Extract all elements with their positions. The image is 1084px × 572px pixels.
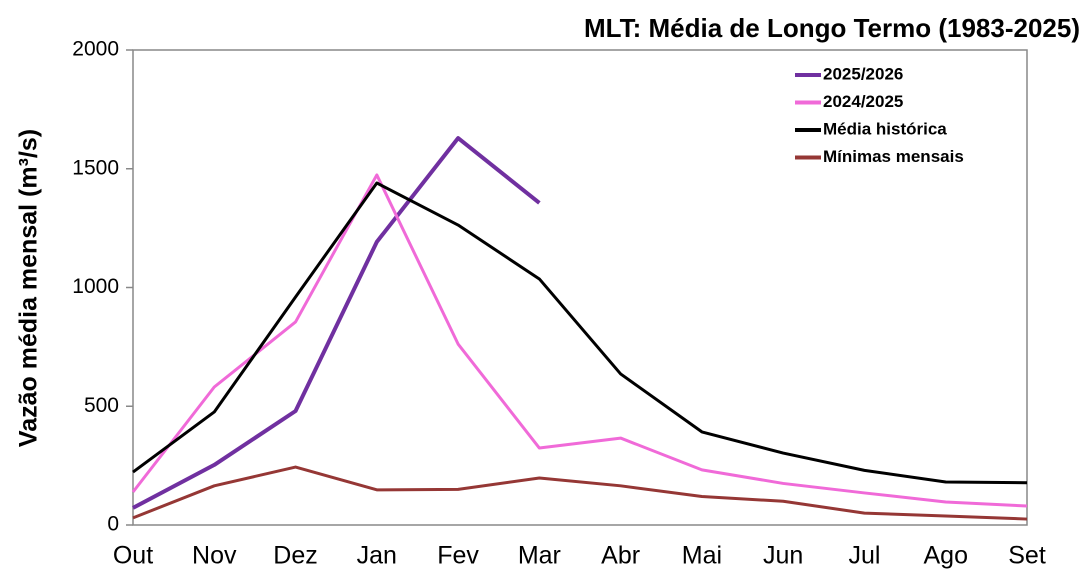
y-tick-label: 2000	[72, 38, 119, 61]
series-line	[132, 181, 1028, 485]
legend-label: Média histórica	[823, 119, 947, 138]
y-tick-label: 0	[107, 513, 119, 536]
chart-title: MLT: Média de Longo Termo (1983-2025)	[584, 13, 1080, 43]
legend-label: 2025/2026	[823, 64, 903, 83]
y-tick-label: 500	[84, 394, 119, 417]
x-tick-label: Jan	[357, 542, 397, 570]
y-tick-label: 1000	[72, 275, 119, 298]
series-line	[131, 173, 1028, 508]
y-tick-label: 1500	[72, 156, 119, 179]
x-tick-label: Nov	[192, 542, 237, 570]
x-tick-label: Mai	[682, 542, 722, 570]
x-tick-label: Abr	[601, 542, 640, 570]
x-tick-label: Mar	[518, 542, 561, 570]
series-line	[132, 136, 541, 510]
legend-label: Mínimas mensais	[823, 147, 964, 166]
x-tick-label: Fev	[437, 542, 479, 570]
y-axis-label: Vazão média mensal (m³/s)	[15, 129, 43, 447]
x-tick-label: Jun	[763, 542, 803, 570]
x-tick-label: Dez	[273, 542, 317, 570]
legend-label: 2024/2025	[823, 92, 903, 111]
x-tick-label: Out	[113, 542, 153, 570]
x-tick-label: Ago	[923, 542, 967, 570]
series-line	[132, 465, 1028, 521]
x-tick-label: Set	[1008, 542, 1046, 570]
x-tick-label: Jul	[848, 542, 880, 570]
